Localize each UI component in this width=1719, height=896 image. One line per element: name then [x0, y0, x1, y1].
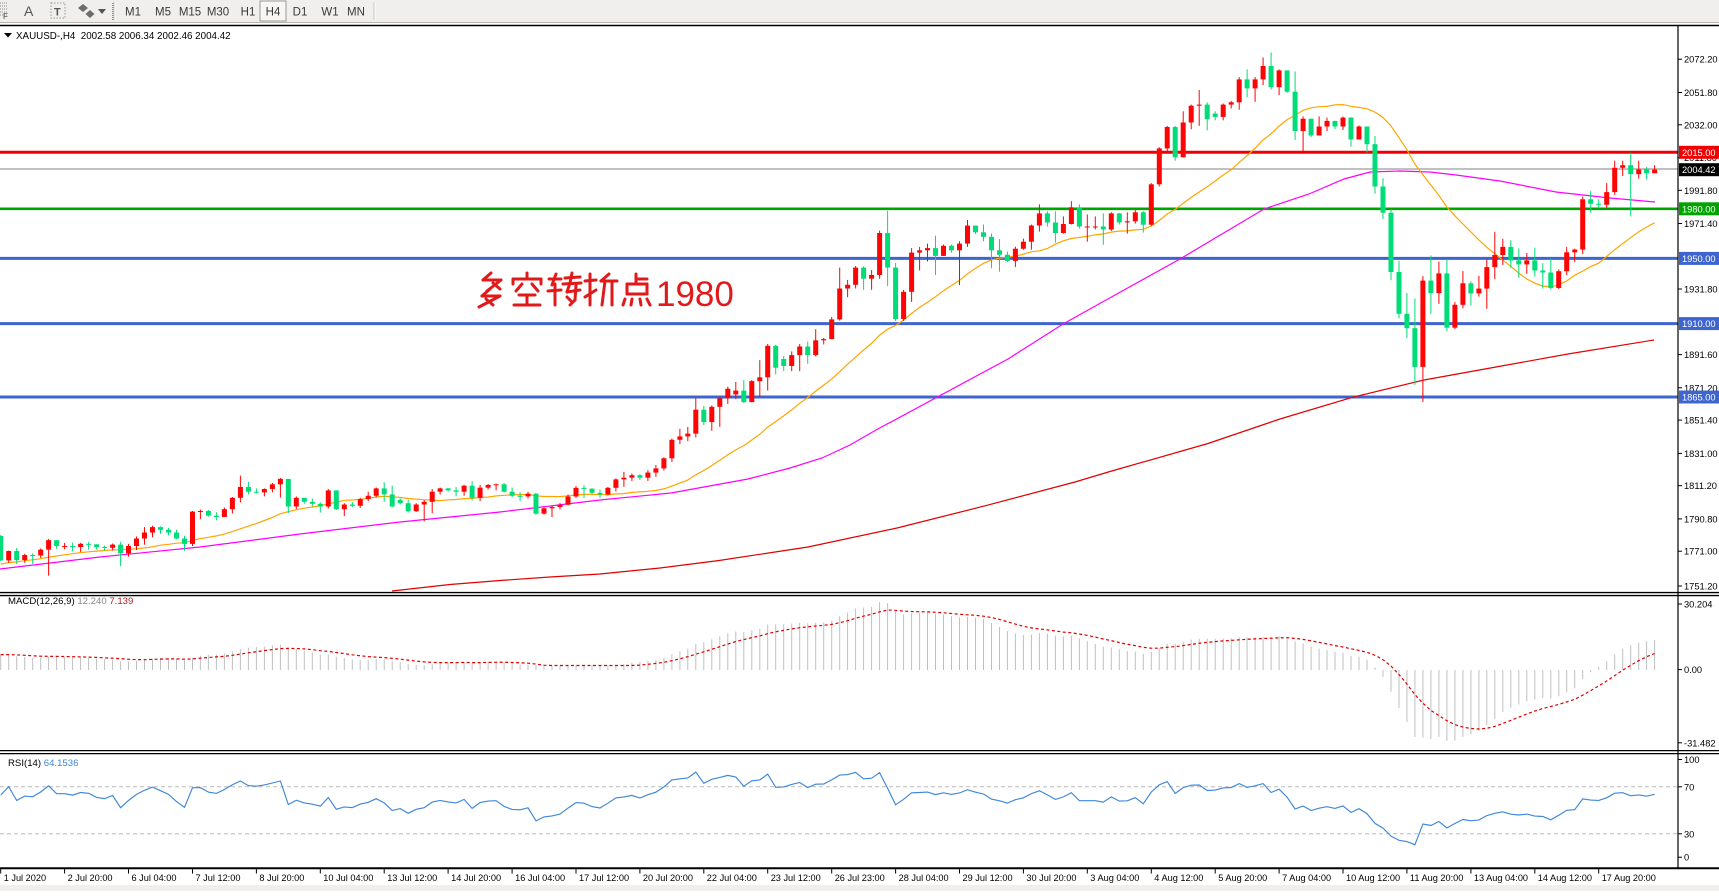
svg-text:7 Jul 12:00: 7 Jul 12:00 — [196, 873, 241, 883]
svg-text:8 Jul 20:00: 8 Jul 20:00 — [259, 873, 304, 883]
svg-text:30: 30 — [1684, 829, 1694, 839]
svg-text:1831.00: 1831.00 — [1684, 449, 1718, 459]
svg-text:-31.482: -31.482 — [1684, 738, 1716, 748]
svg-text:1971.40: 1971.40 — [1684, 219, 1718, 229]
svg-text:14 Jul 20:00: 14 Jul 20:00 — [451, 873, 501, 883]
svg-text:23 Jul 12:00: 23 Jul 12:00 — [771, 873, 821, 883]
svg-text:MACD(12,26,9) 12.240 7.139: MACD(12,26,9) 12.240 7.139 — [8, 596, 133, 607]
svg-text:100: 100 — [1684, 755, 1700, 765]
svg-text:11 Aug 20:00: 11 Aug 20:00 — [1410, 873, 1463, 883]
svg-text:MN: MN — [347, 7, 365, 19]
svg-text:30 Jul 20:00: 30 Jul 20:00 — [1026, 873, 1076, 883]
svg-text:17 Aug 20:00: 17 Aug 20:00 — [1602, 873, 1656, 883]
svg-text:30.204: 30.204 — [1684, 600, 1712, 610]
svg-text:1771.00: 1771.00 — [1684, 547, 1718, 557]
svg-text:1891.60: 1891.60 — [1684, 350, 1718, 360]
svg-text:20 Jul 20:00: 20 Jul 20:00 — [643, 873, 693, 883]
svg-text:28 Jul 04:00: 28 Jul 04:00 — [899, 873, 949, 883]
svg-text:22 Jul 04:00: 22 Jul 04:00 — [707, 873, 757, 883]
svg-text:M30: M30 — [207, 7, 229, 19]
svg-text:1751.20: 1751.20 — [1684, 582, 1718, 592]
svg-text:6 Jul 04:00: 6 Jul 04:00 — [132, 873, 177, 883]
svg-text:10 Jul 04:00: 10 Jul 04:00 — [323, 873, 373, 883]
svg-text:W1: W1 — [321, 7, 338, 19]
svg-text:70: 70 — [1684, 782, 1694, 792]
svg-text:T: T — [54, 7, 61, 19]
svg-text:1931.80: 1931.80 — [1684, 285, 1718, 295]
svg-text:H4: H4 — [266, 7, 281, 19]
svg-text:26 Jul 23:00: 26 Jul 23:00 — [835, 873, 885, 883]
svg-text:A: A — [24, 3, 34, 19]
svg-text:H1: H1 — [241, 7, 256, 19]
svg-text:M15: M15 — [179, 7, 201, 19]
svg-text:0.00: 0.00 — [1684, 665, 1702, 675]
svg-text:1865.00: 1865.00 — [1682, 393, 1716, 403]
svg-text:1980.00: 1980.00 — [1682, 204, 1716, 214]
svg-text:13 Aug 04:00: 13 Aug 04:00 — [1474, 873, 1528, 883]
svg-text:14 Aug 12:00: 14 Aug 12:00 — [1538, 873, 1592, 883]
svg-text:29 Jul 12:00: 29 Jul 12:00 — [963, 873, 1013, 883]
svg-text:XAUUSD-,H4 2002.58 2006.34 20: XAUUSD-,H4 2002.58 2006.34 2002.46 2004.… — [16, 31, 231, 42]
svg-text:10 Aug 12:00: 10 Aug 12:00 — [1346, 873, 1400, 883]
svg-text:5 Aug 20:00: 5 Aug 20:00 — [1218, 873, 1267, 883]
svg-text:M1: M1 — [125, 7, 141, 19]
svg-text:17 Jul 12:00: 17 Jul 12:00 — [579, 873, 629, 883]
svg-text:2072.20: 2072.20 — [1684, 55, 1718, 65]
svg-text:2 Jul 20:00: 2 Jul 20:00 — [68, 873, 113, 883]
svg-text:2032.00: 2032.00 — [1684, 120, 1718, 130]
svg-text:4 Aug 12:00: 4 Aug 12:00 — [1154, 873, 1203, 883]
svg-text:1910.00: 1910.00 — [1682, 319, 1716, 329]
svg-text:3 Aug 04:00: 3 Aug 04:00 — [1090, 873, 1139, 883]
svg-text:2004.42: 2004.42 — [1682, 165, 1716, 175]
svg-text:1790.80: 1790.80 — [1684, 514, 1718, 524]
svg-text:1 Jul 2020: 1 Jul 2020 — [4, 873, 46, 883]
svg-text:F: F — [3, 12, 8, 21]
svg-text:1980: 1980 — [656, 275, 734, 314]
svg-text:16 Jul 04:00: 16 Jul 04:00 — [515, 873, 565, 883]
svg-text:1851.40: 1851.40 — [1684, 416, 1718, 426]
svg-text:13 Jul 12:00: 13 Jul 12:00 — [387, 873, 437, 883]
svg-text:1950.00: 1950.00 — [1682, 254, 1716, 264]
svg-text:M5: M5 — [155, 7, 171, 19]
svg-text:0: 0 — [1684, 853, 1689, 863]
svg-text:D1: D1 — [293, 7, 308, 19]
svg-text:2051.80: 2051.80 — [1684, 88, 1718, 98]
svg-text:1991.80: 1991.80 — [1684, 186, 1718, 196]
svg-text:1871.20: 1871.20 — [1684, 383, 1718, 393]
svg-text:2015.00: 2015.00 — [1682, 148, 1716, 158]
svg-text:7 Aug 04:00: 7 Aug 04:00 — [1282, 873, 1331, 883]
svg-text:RSI(14) 64.1536: RSI(14) 64.1536 — [8, 758, 78, 769]
svg-text:1811.20: 1811.20 — [1684, 481, 1717, 491]
